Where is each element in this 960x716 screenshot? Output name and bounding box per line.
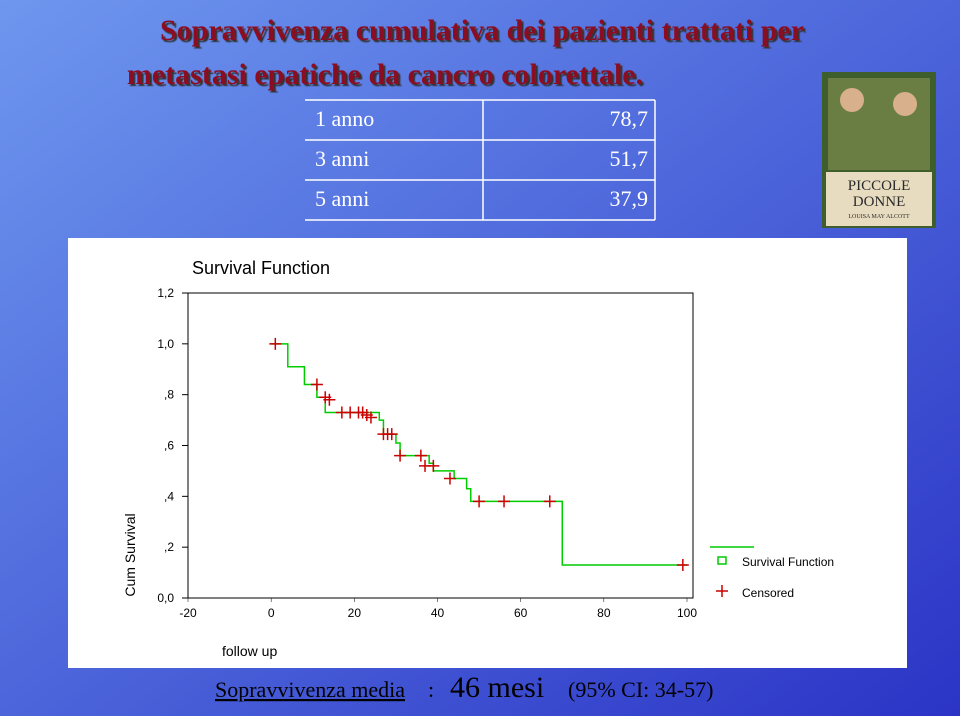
footer-ci: (95% CI: 34-57) [568, 677, 713, 702]
x-tick-label: 40 [431, 606, 445, 620]
censor-mark [364, 411, 377, 424]
x-tick-label: -20 [179, 606, 197, 620]
footer-colon: : [428, 677, 434, 702]
figure [893, 92, 917, 116]
chart: Survival Function follow up Cum Survival… [122, 258, 834, 659]
x-axis-title: follow up [222, 643, 277, 659]
y-tick-label: ,6 [164, 439, 174, 453]
cell: 51,7 [610, 146, 649, 171]
y-tick-label: 1,0 [157, 337, 174, 351]
censor-mark [269, 337, 282, 350]
legend-swatch [717, 556, 727, 565]
y-tick-label: ,4 [164, 489, 174, 503]
title-line: metastasi epatiche da cancro colorettale… [127, 58, 643, 91]
cell: 37,9 [610, 186, 649, 211]
censor-mark [323, 393, 336, 406]
slide-title: Sopravvivenza cumulativa dei pazienti tr… [127, 14, 804, 91]
censor-mark [310, 378, 323, 391]
legend-label: Censored [742, 586, 794, 600]
censor-mark [394, 449, 407, 462]
x-tick-label: 60 [514, 606, 528, 620]
table [305, 99, 656, 221]
x-tick-label: 20 [348, 606, 362, 620]
cell: 1 anno [315, 106, 374, 131]
censor-mark [443, 472, 456, 485]
book-title: DONNE [853, 194, 906, 210]
title-line: Sopravvivenza cumulativa dei pazienti tr… [160, 14, 804, 47]
table-text: 1 anno 78,7 3 anni 51,7 5 anni 37,9 [315, 106, 648, 211]
x-tick-label: 0 [268, 606, 275, 620]
censor-mark [716, 585, 728, 597]
chart-title: Survival Function [192, 258, 330, 278]
book-author: LOUISA MAY ALCOTT [848, 214, 910, 220]
chart-panel [68, 238, 907, 668]
censor-mark [473, 495, 486, 508]
y-tick-label: ,8 [164, 388, 174, 402]
cell: 78,7 [610, 106, 649, 131]
book-title: PICCOLE [848, 178, 911, 194]
book-cover: PICCOLE DONNE LOUISA MAY ALCOTT [822, 72, 936, 228]
censor-mark [427, 459, 440, 472]
x-tick-label: 100 [677, 606, 697, 620]
censor-mark [385, 428, 398, 441]
cell: 5 anni [315, 186, 369, 211]
cover-label [826, 172, 932, 226]
footer-label: Sopravvivenza media [215, 677, 405, 702]
y-tick-label: 0,0 [157, 591, 174, 605]
y-tick-label: 1,2 [157, 286, 174, 300]
censor-mark [676, 558, 689, 571]
y-tick-label: ,2 [164, 540, 174, 554]
cell: 3 anni [315, 146, 369, 171]
censor-mark [414, 449, 427, 462]
figure [840, 88, 864, 112]
y-axis-title: Cum Survival [122, 513, 138, 596]
footer-value: 46 mesi [450, 671, 544, 704]
censor-mark [543, 495, 556, 508]
legend-label: Survival Function [742, 555, 834, 569]
x-tick-label: 80 [597, 606, 611, 620]
footer: Sopravvivenza media : 46 mesi (95% CI: 3… [215, 671, 713, 704]
censor-mark [498, 495, 511, 508]
